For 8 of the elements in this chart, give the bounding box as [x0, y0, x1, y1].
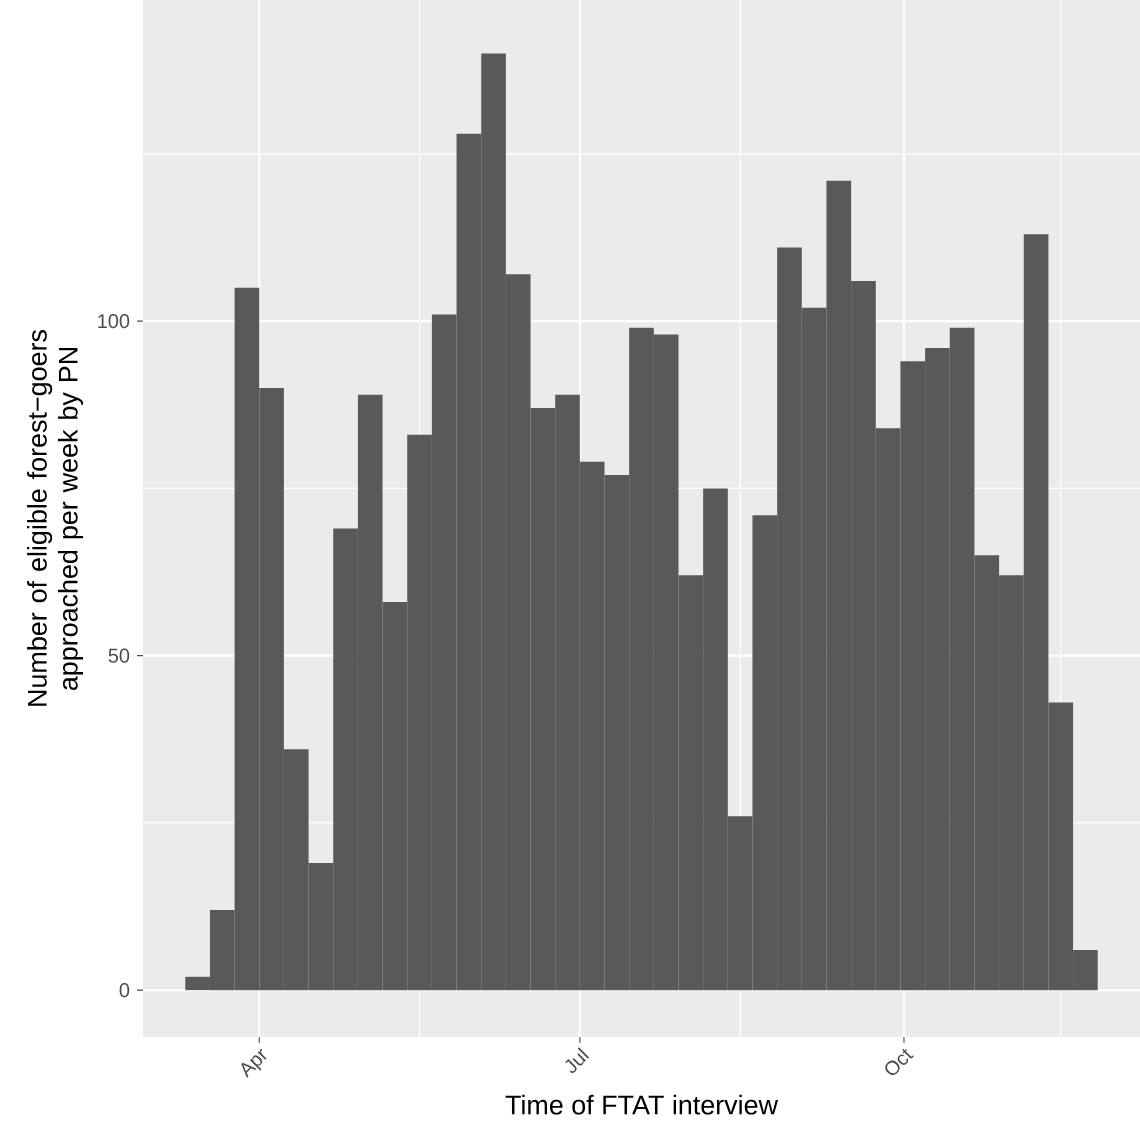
y-tick-label: 100 [98, 314, 130, 329]
y-tick-label: 0 [119, 983, 130, 998]
y-tick-label: 50 [108, 648, 130, 663]
x-tick-label: Jul [565, 1047, 590, 1073]
x-tick-label: Oct [885, 1048, 914, 1075]
x-axis-title: Time of FTAT interview [505, 1094, 779, 1115]
y-axis-title: Number of eligible forest−goers approached per week by PN [27, 330, 84, 706]
x-tick-label: Apr [241, 1048, 267, 1078]
